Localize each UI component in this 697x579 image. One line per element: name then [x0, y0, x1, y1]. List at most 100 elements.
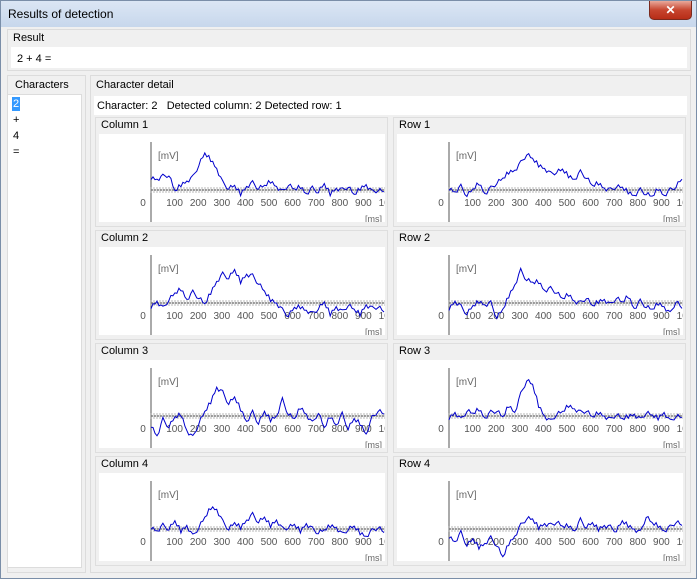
plot-panel: Column 3 [mV] 0 100 200 300 400 500 600 700 800 90… — [95, 343, 388, 453]
plot-title: Column 4 — [101, 458, 149, 470]
x-tick-label: 700 — [308, 311, 325, 322]
character-detail-label: Character detail — [96, 79, 174, 91]
plot-panel: Row 4 [mV] 0 100 200 300 400 500 600 700 800 900 10… — [393, 456, 686, 566]
x-tick-label: 500 — [559, 424, 576, 435]
x-tick-label: 900 — [653, 424, 670, 435]
y-unit-label: [mV] — [158, 490, 179, 501]
title-bar[interactable]: Results of detection ✕ — [1, 1, 696, 27]
x-tick-label: 500 — [261, 537, 278, 548]
x-tick-label: 900 — [653, 198, 670, 209]
x-tick-label: 700 — [308, 537, 325, 548]
x-tick-label: 0 — [140, 311, 146, 322]
x-unit-label: [ms] — [365, 327, 382, 335]
x-tick-label: 100 — [677, 424, 683, 435]
x-tick-label: 100 — [464, 537, 481, 548]
x-tick-label: 300 — [213, 311, 230, 322]
x-unit-label: [ms] — [365, 440, 382, 448]
x-tick-label: 800 — [629, 537, 646, 548]
list-item[interactable]: + — [13, 114, 20, 126]
plot-title: Column 3 — [101, 345, 149, 357]
x-tick-label: 400 — [535, 311, 552, 322]
signal-line — [448, 378, 683, 422]
x-tick-label: 800 — [331, 537, 348, 548]
x-tick-label: 200 — [488, 424, 505, 435]
signal-line — [448, 152, 683, 198]
x-tick-label: 0 — [438, 198, 444, 209]
x-tick-label: 100 — [677, 198, 683, 209]
plot-panel: Column 4 [mV] 0 100 200 300 400 500 600 700 800 90… — [95, 456, 388, 566]
plot-title: Row 4 — [399, 458, 431, 470]
x-tick-label: 400 — [237, 198, 254, 209]
signal-line — [150, 151, 385, 198]
x-tick-label: 900 — [355, 537, 372, 548]
signal-chart: [mV]0100200300400500600700800900100[ms] — [99, 134, 385, 222]
result-label: Result — [13, 32, 45, 44]
list-item[interactable]: 4 — [13, 130, 20, 142]
x-tick-label: 500 — [261, 311, 278, 322]
x-tick-label: 200 — [190, 311, 207, 322]
x-tick-label: 100 — [166, 198, 183, 209]
x-unit-label: [ms] — [663, 327, 680, 335]
result-expression: 2 + 4 = — [17, 53, 52, 65]
window-title: Results of detection — [8, 7, 114, 21]
characters-list[interactable]: 2 + 4 = — [7, 94, 82, 568]
chart-svg: [mV]0100200300400500600700800900100[ms] — [140, 368, 385, 448]
x-tick-label: 600 — [582, 537, 599, 548]
x-tick-label: 100 — [379, 424, 385, 435]
x-tick-label: 800 — [331, 311, 348, 322]
chart-svg: [mV]0100200300400500600700800900100[ms] — [438, 481, 683, 561]
x-tick-label: 800 — [629, 198, 646, 209]
x-tick-label: 800 — [629, 311, 646, 322]
x-tick-label: 100 — [379, 198, 385, 209]
chart-svg: [mV]0100200300400500600700800900100[ms] — [140, 481, 385, 561]
signal-chart: [mV]0100200300400500600700800900100[ms] — [397, 247, 683, 335]
x-tick-label: 900 — [355, 311, 372, 322]
x-tick-label: 300 — [511, 311, 528, 322]
y-unit-label: [mV] — [456, 490, 477, 501]
x-tick-label: 400 — [237, 537, 254, 548]
x-tick-label: 400 — [535, 198, 552, 209]
list-item[interactable]: = — [13, 146, 20, 158]
x-tick-label: 300 — [213, 198, 230, 209]
x-tick-label: 100 — [166, 424, 183, 435]
x-tick-label: 600 — [582, 424, 599, 435]
x-tick-label: 100 — [379, 537, 385, 548]
x-tick-label: 800 — [629, 424, 646, 435]
x-tick-label: 600 — [582, 311, 599, 322]
x-tick-label: 0 — [140, 198, 146, 209]
signal-chart: [mV]0100200300400500600700800900100[ms] — [397, 360, 683, 448]
list-item[interactable]: 2 — [12, 97, 21, 111]
x-unit-label: [ms] — [663, 553, 680, 561]
characters-label: Characters — [15, 79, 69, 91]
signal-chart: [mV]0100200300400500600700800900100[ms] — [99, 247, 385, 335]
x-tick-label: 400 — [535, 424, 552, 435]
plot-title: Row 1 — [399, 119, 431, 131]
x-tick-label: 600 — [284, 537, 301, 548]
chart-svg: [mV]0100200300400500600700800900100[ms] — [438, 255, 683, 335]
chart-svg: [mV]0100200300400500600700800900100[ms] — [140, 142, 385, 222]
signal-chart: [mV]0100200300400500600700800900100[ms] — [99, 473, 385, 561]
x-tick-label: 100 — [677, 537, 683, 548]
character-label: Character: — [97, 100, 149, 112]
plot-title: Column 1 — [101, 119, 149, 131]
y-unit-label: [mV] — [158, 377, 179, 388]
detected-row-label: Detected row: — [264, 100, 333, 112]
x-tick-label: 100 — [464, 424, 481, 435]
signal-line — [150, 385, 385, 437]
x-tick-label: 100 — [379, 311, 385, 322]
detail-info-box: Character: 2 Detected column: 2 Detected… — [94, 96, 687, 115]
x-tick-label: 500 — [261, 424, 278, 435]
plot-panel: Column 1 [mV] 0 100 200 300 400 500 600 700 800 90… — [95, 117, 388, 227]
signal-chart: [mV]0100200300400500600700800900100[ms] — [397, 473, 683, 561]
signal-chart: [mV]0100200300400500600700800900100[ms] — [99, 360, 385, 448]
y-unit-label: [mV] — [456, 151, 477, 162]
detail-info: Character: 2 Detected column: 2 Detected… — [97, 100, 342, 112]
chart-svg: [mV]0100200300400500600700800900100[ms] — [438, 368, 683, 448]
x-tick-label: 300 — [511, 198, 528, 209]
x-tick-label: 300 — [213, 537, 230, 548]
x-tick-label: 0 — [438, 311, 444, 322]
plot-title: Row 2 — [399, 232, 431, 244]
x-tick-label: 700 — [606, 537, 623, 548]
x-unit-label: [ms] — [663, 440, 680, 448]
close-button[interactable]: ✕ — [649, 1, 692, 20]
